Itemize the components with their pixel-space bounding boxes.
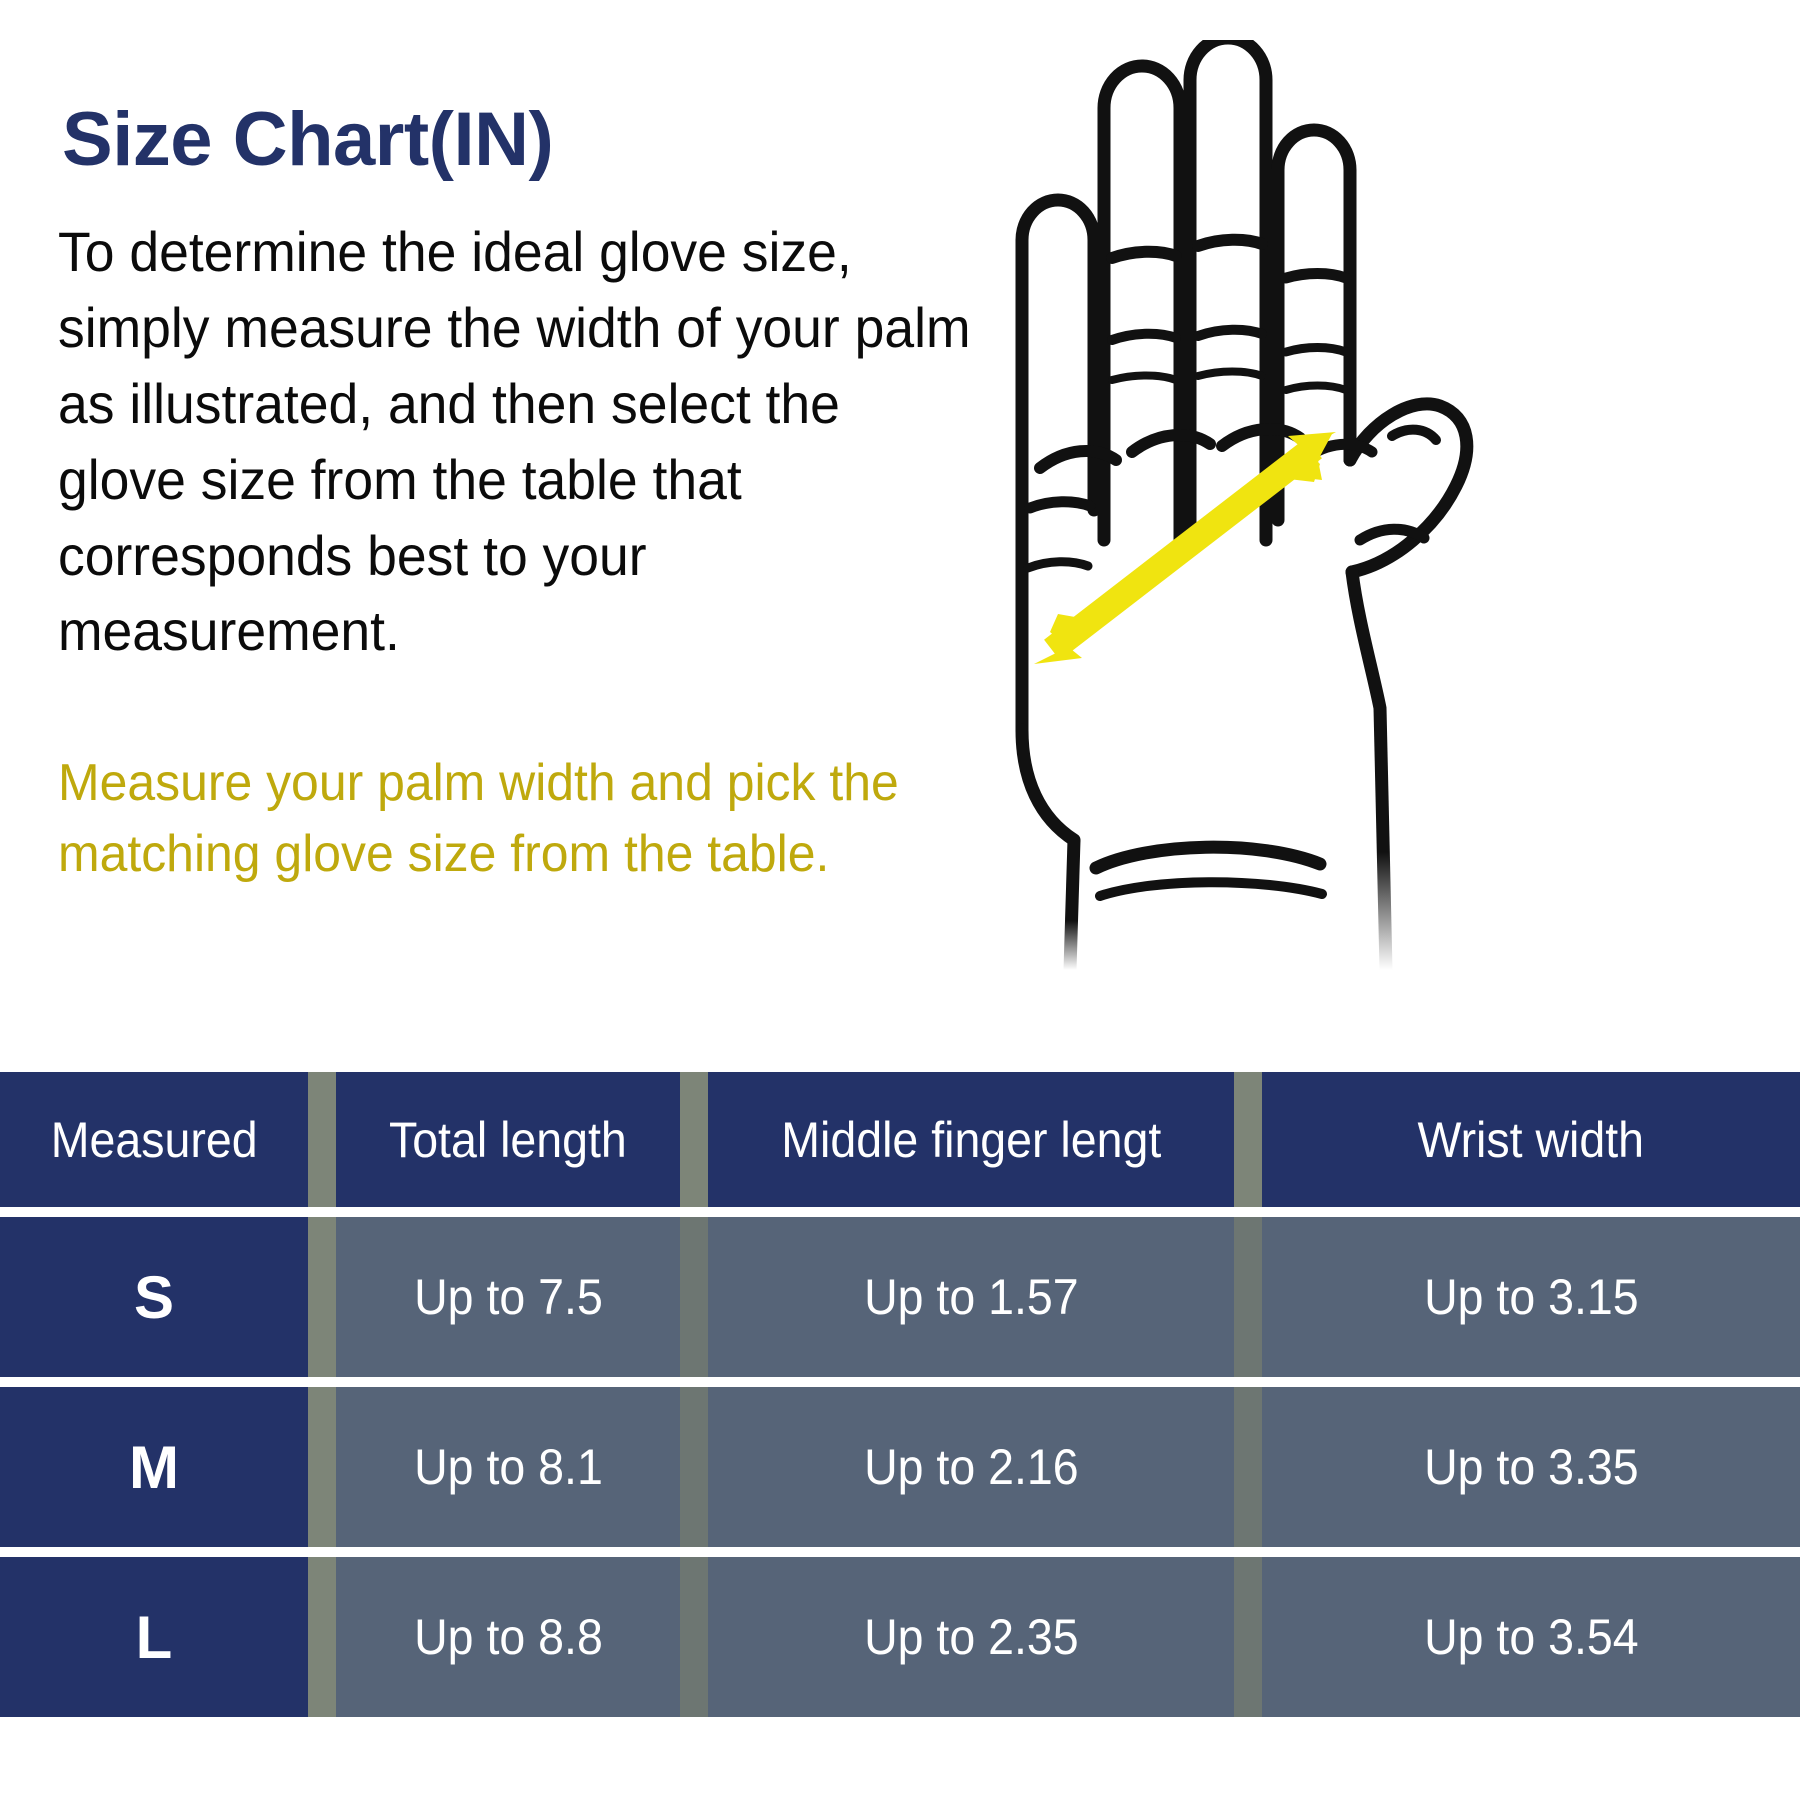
- wrist-width-value: Up to 3.54: [1423, 1609, 1639, 1665]
- total-length-cell: Up to 7.5: [336, 1217, 680, 1377]
- middle-finger-length-cell: Up to 1.57: [708, 1217, 1234, 1377]
- wrist-width-cell: Up to 3.35: [1262, 1387, 1800, 1547]
- open-palm-hand-diagram: [1000, 40, 1540, 970]
- wrist-left-edge: [1063, 839, 1081, 970]
- wrist-width-cell: Up to 3.54: [1262, 1557, 1800, 1717]
- hint-paragraph: Measure your palm width and pick the mat…: [58, 754, 899, 883]
- column-header-measured: Measured: [0, 1072, 308, 1207]
- wrist-crease-marks: [1089, 840, 1327, 901]
- size-label: S: [133, 1263, 175, 1331]
- column-separator: [308, 1387, 336, 1547]
- hand-outline: [1015, 40, 1474, 737]
- column-separator: [680, 1557, 708, 1717]
- total-length-value: Up to 7.5: [413, 1269, 603, 1325]
- palm-width-measurement-arrow: [1034, 432, 1336, 664]
- column-separator: [308, 1557, 336, 1717]
- middle-finger-length-value: Up to 2.16: [863, 1439, 1079, 1495]
- middle-finger-length-value: Up to 2.35: [863, 1609, 1079, 1665]
- table-row: L Up to 8.8 Up to 2.35 Up to 3.54: [0, 1557, 1800, 1717]
- size-label-cell: M: [0, 1387, 308, 1547]
- column-header-total-length-label: Total length: [389, 1111, 627, 1168]
- size-label-cell: L: [0, 1557, 308, 1717]
- column-separator: [680, 1217, 708, 1377]
- column-header-total-length: Total length: [336, 1072, 680, 1207]
- size-label: M: [129, 1433, 179, 1501]
- palm-left-edge: [1015, 723, 1081, 847]
- wrist-width-cell: Up to 3.15: [1262, 1217, 1800, 1377]
- column-separator: [1234, 1557, 1262, 1717]
- wrist-right-edge: [1373, 707, 1393, 970]
- wrist-width-value: Up to 3.15: [1423, 1269, 1639, 1325]
- column-header-middle-finger-length-label: Middle finger lengt: [781, 1111, 1161, 1168]
- size-label: L: [135, 1603, 173, 1671]
- table-row: S Up to 7.5 Up to 1.57 Up to 3.15: [0, 1217, 1800, 1377]
- column-header-middle-finger-length: Middle finger lengt: [708, 1072, 1234, 1207]
- total-length-value: Up to 8.8: [413, 1609, 603, 1665]
- intro-paragraph: To determine the ideal glove size, simpl…: [58, 220, 971, 663]
- info-panel: Size Chart(IN) To determine the ideal gl…: [0, 0, 1180, 1070]
- hand-diagram-svg: [1015, 40, 1474, 970]
- middle-finger-length-cell: Up to 2.35: [708, 1557, 1234, 1717]
- column-separator: [1234, 1217, 1262, 1377]
- total-length-cell: Up to 8.8: [336, 1557, 680, 1717]
- total-length-value: Up to 8.1: [413, 1439, 603, 1495]
- table-row: M Up to 8.1 Up to 2.16 Up to 3.35: [0, 1387, 1800, 1547]
- size-chart-table: Measured Total length Middle finger leng…: [0, 1072, 1800, 1717]
- middle-finger-length-cell: Up to 2.16: [708, 1387, 1234, 1547]
- column-separator: [1234, 1387, 1262, 1547]
- column-separator: [680, 1387, 708, 1547]
- column-separator: [308, 1072, 336, 1207]
- page-title: Size Chart(IN): [62, 97, 554, 182]
- column-header-wrist-width: Wrist width: [1262, 1072, 1800, 1207]
- size-label-cell: S: [0, 1217, 308, 1377]
- wrist-width-value: Up to 3.35: [1423, 1439, 1639, 1495]
- table-header-row: Measured Total length Middle finger leng…: [0, 1072, 1800, 1207]
- middle-finger-length-value: Up to 1.57: [863, 1269, 1079, 1325]
- column-separator: [308, 1217, 336, 1377]
- column-header-measured-label: Measured: [50, 1111, 258, 1168]
- column-header-wrist-width-label: Wrist width: [1417, 1111, 1645, 1168]
- column-separator: [680, 1072, 708, 1207]
- total-length-cell: Up to 8.1: [336, 1387, 680, 1547]
- column-separator: [1234, 1072, 1262, 1207]
